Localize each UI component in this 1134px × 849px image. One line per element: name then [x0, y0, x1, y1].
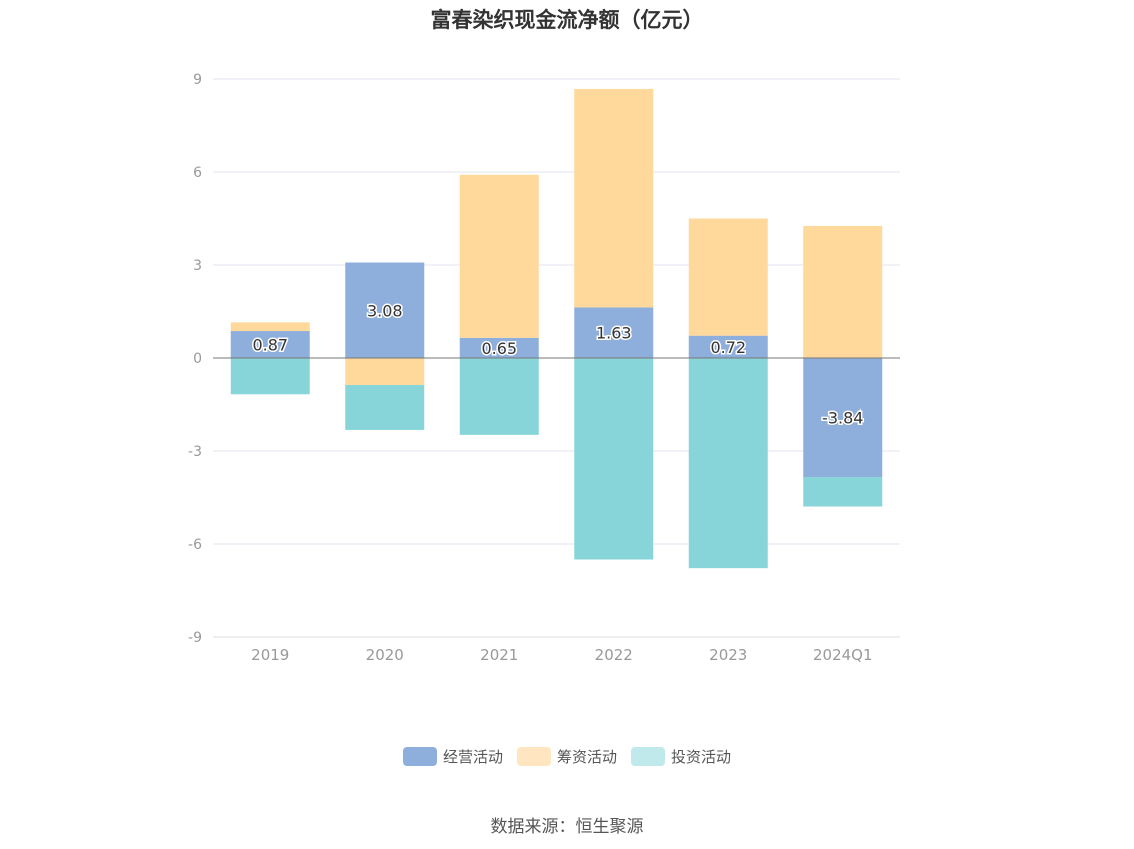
y-tick-label: -6 [188, 537, 202, 553]
x-tick-label: 2019 [251, 646, 289, 664]
x-tick-label: 2021 [480, 646, 518, 664]
bar-financing-2024Q1 [803, 225, 883, 358]
y-tick-label: -9 [188, 630, 202, 646]
bar-investing-2023 [688, 358, 768, 569]
legend-swatch-financing [516, 747, 551, 766]
data-label: 1.63 [596, 324, 632, 343]
y-tick-label: 0 [193, 351, 202, 367]
legend-item-operating[interactable]: 经营活动 [402, 746, 503, 767]
x-tick-label: 2020 [366, 646, 404, 664]
bar-operating-2023 [688, 335, 768, 358]
data-label: 3.08 [367, 301, 403, 320]
data-label: 0.87 [252, 336, 288, 355]
bar-investing-2019 [230, 358, 310, 395]
bar-investing-2020 [345, 384, 425, 430]
bar-financing-2019 [230, 322, 310, 332]
y-tick-label: -3 [188, 444, 202, 460]
x-tick-label: 2024Q1 [813, 646, 873, 664]
chart-title: 富春染织现金流净额（亿元） [430, 8, 704, 32]
bar-operating-2019 [230, 331, 310, 358]
data-label: 0.72 [710, 338, 746, 357]
legend-label-operating: 经营活动 [442, 748, 503, 766]
bar-financing-2023 [688, 218, 768, 336]
bar-operating-2024Q1 [803, 358, 883, 478]
bar-operating-2020 [345, 262, 425, 358]
x-tick-label: 2023 [709, 646, 747, 664]
legend-swatch-operating [402, 747, 437, 766]
bar-operating-2021 [459, 337, 539, 358]
x-tick-label: 2022 [595, 646, 633, 664]
bar-investing-2024Q1 [803, 477, 883, 507]
legend-swatch-investing [631, 747, 665, 766]
bar-operating-2022 [574, 307, 654, 358]
chart-legend: 经营活动 筹资活动 投资活动 [0, 746, 1134, 767]
y-tick-label: 9 [193, 72, 202, 88]
data-label: -3.84 [822, 409, 863, 428]
cash-flow-chart: 9 6 3 0 -3 -6 -9 0.87 3.08 0.65 1.63 0.72 -3.84 2019 2… [188, 72, 900, 664]
legend-item-investing[interactable]: 投资活动 [631, 746, 731, 767]
legend-label-financing: 筹资活动 [556, 748, 617, 766]
y-tick-label: 3 [193, 258, 202, 274]
legend-item-financing[interactable]: 筹资活动 [516, 746, 617, 767]
bar-financing-2022 [574, 88, 654, 308]
bar-financing-2020 [345, 358, 425, 385]
bar-investing-2022 [574, 358, 654, 560]
bar-investing-2021 [459, 358, 539, 435]
bar-financing-2021 [459, 174, 539, 338]
y-tick-label: 6 [193, 165, 202, 181]
legend-label-investing: 投资活动 [671, 748, 732, 766]
data-label: 0.65 [481, 339, 517, 358]
data-source: 数据来源：恒生聚源 [490, 817, 644, 837]
